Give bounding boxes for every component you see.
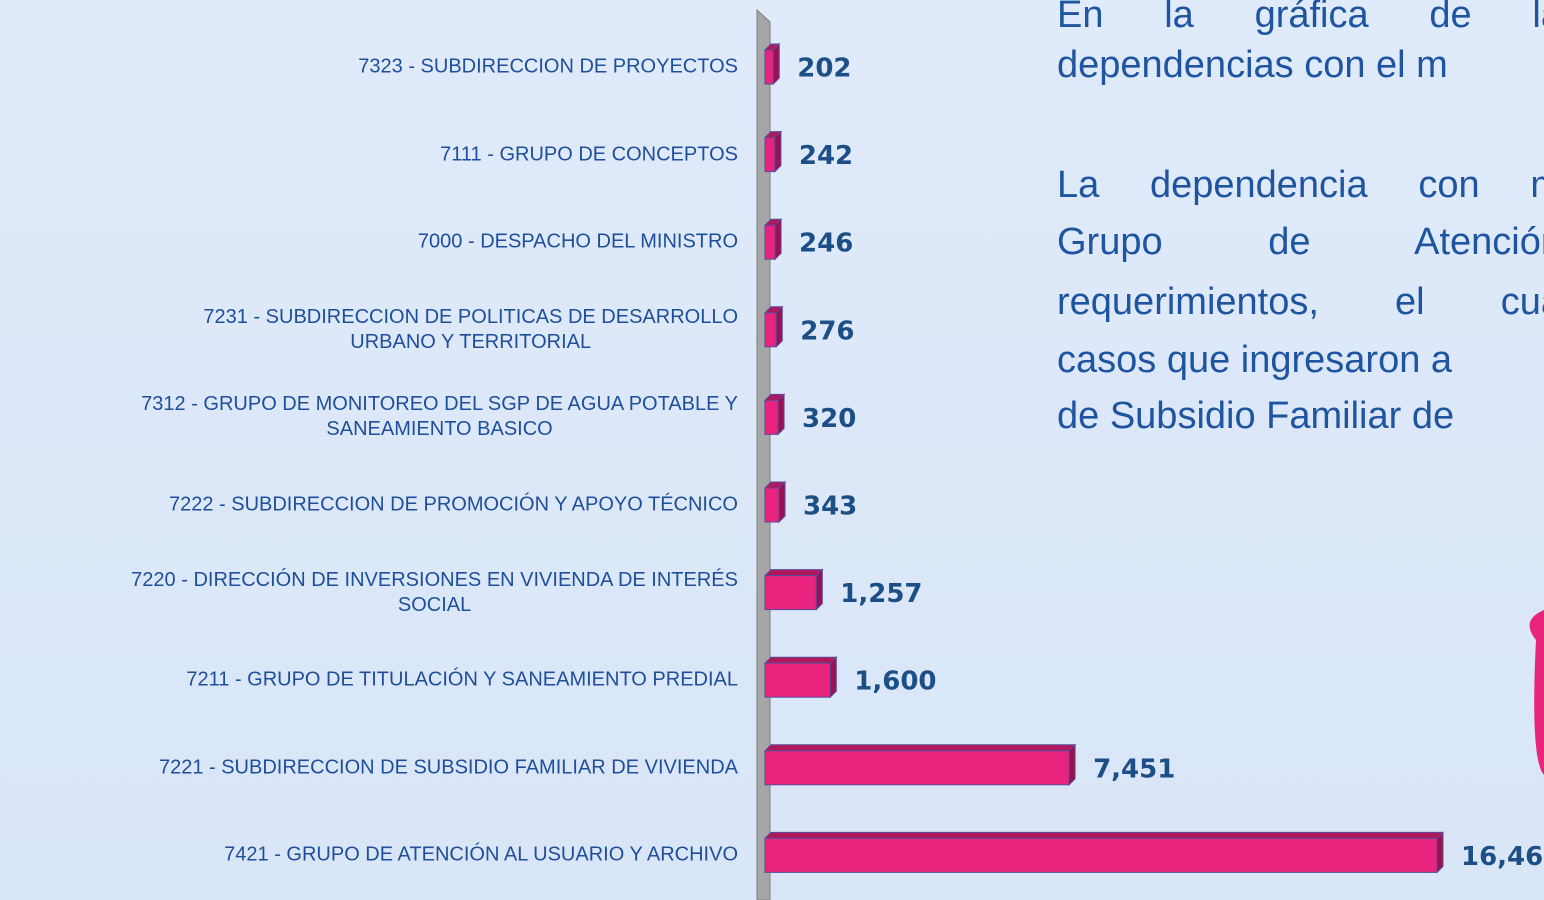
value-label: 320 [802, 404, 856, 434]
bar-side [1068, 743, 1076, 787]
bar-side [775, 305, 783, 349]
bar [763, 568, 824, 611]
y-tick-label: 7220 - DIRECCIÓN DE INVERSIONES EN VIVIE… [131, 568, 738, 616]
value-label: 202 [797, 54, 851, 84]
y-tick-label: 7211 - GRUPO DE TITULACIÓN Y SANEAMIENTO… [186, 668, 738, 691]
y-tick-label: 7421 - GRUPO DE ATENCIÓN AL USUARIO Y AR… [224, 843, 738, 866]
bar-front [764, 487, 780, 523]
y-tick-label: 7221 - SUBDIRECCION DE SUBSIDIO FAMILIAR… [158, 756, 738, 779]
bar-side [777, 393, 785, 436]
bar [763, 130, 783, 173]
value-label: 276 [800, 316, 854, 346]
text-line: En la gráfica de la [1057, 0, 1544, 36]
value-label: 242 [799, 141, 853, 171]
y-tick-label: 7222 - SUBDIRECCION DE PROMOCIÓN Y APOYO… [168, 493, 738, 516]
bar-front [764, 662, 831, 698]
text-line: Grupo de Atención [1057, 221, 1544, 263]
y-tick-label: 7312 - GRUPO DE MONITOREO DEL SGP DE AGU… [141, 393, 738, 441]
bar-front [764, 224, 776, 260]
bar [763, 393, 786, 436]
bar-front [764, 837, 1438, 873]
bar-front [764, 137, 776, 173]
bar [763, 480, 787, 524]
bar-side [1436, 831, 1444, 874]
bar [763, 42, 781, 86]
bar [763, 217, 783, 261]
y-tick-label: 7111 - GRUPO DE CONCEPTOS [440, 143, 738, 166]
y-tick-label: 7000 - DESPACHO DEL MINISTRO [417, 230, 738, 253]
value-label: 7,451 [1093, 754, 1175, 784]
bar-front [764, 750, 1070, 786]
value-label: 246 [799, 229, 853, 259]
bar-side [829, 655, 837, 699]
bar [763, 743, 1077, 787]
value-label: 1,600 [854, 667, 936, 697]
bar-top [763, 656, 838, 664]
bar-front [764, 399, 779, 435]
text-line: La dependencia con m [1057, 164, 1544, 206]
bar-side [778, 480, 786, 524]
text-line: dependencias con el m [1057, 44, 1448, 86]
bar-side [772, 42, 780, 86]
text-line: de Subsidio Familiar de [1057, 395, 1455, 437]
y-tick-label: 7323 - SUBDIRECCION DE PROYECTOS [358, 55, 738, 78]
text-line: requerimientos, el cua [1057, 281, 1544, 323]
bar [763, 305, 784, 349]
bar-top [763, 831, 1445, 839]
bar [763, 655, 838, 699]
bar-front [764, 575, 817, 611]
text-line: casos que ingresaron a [1057, 339, 1453, 381]
bar [763, 831, 1445, 874]
bar-top [763, 569, 824, 577]
bar-front [764, 49, 774, 85]
bar-front [764, 312, 777, 348]
bar-side [815, 568, 823, 611]
bar-side [774, 217, 782, 261]
y-tick-label: 7231 - SUBDIRECCION DE POLITICAS DE DESA… [203, 305, 738, 353]
decoration [1529, 610, 1544, 775]
value-label: 343 [803, 492, 857, 522]
bar-side [774, 130, 782, 173]
bar-top [763, 744, 1077, 752]
value-label: 16,467 [1461, 842, 1544, 872]
value-label: 1,257 [840, 579, 922, 609]
